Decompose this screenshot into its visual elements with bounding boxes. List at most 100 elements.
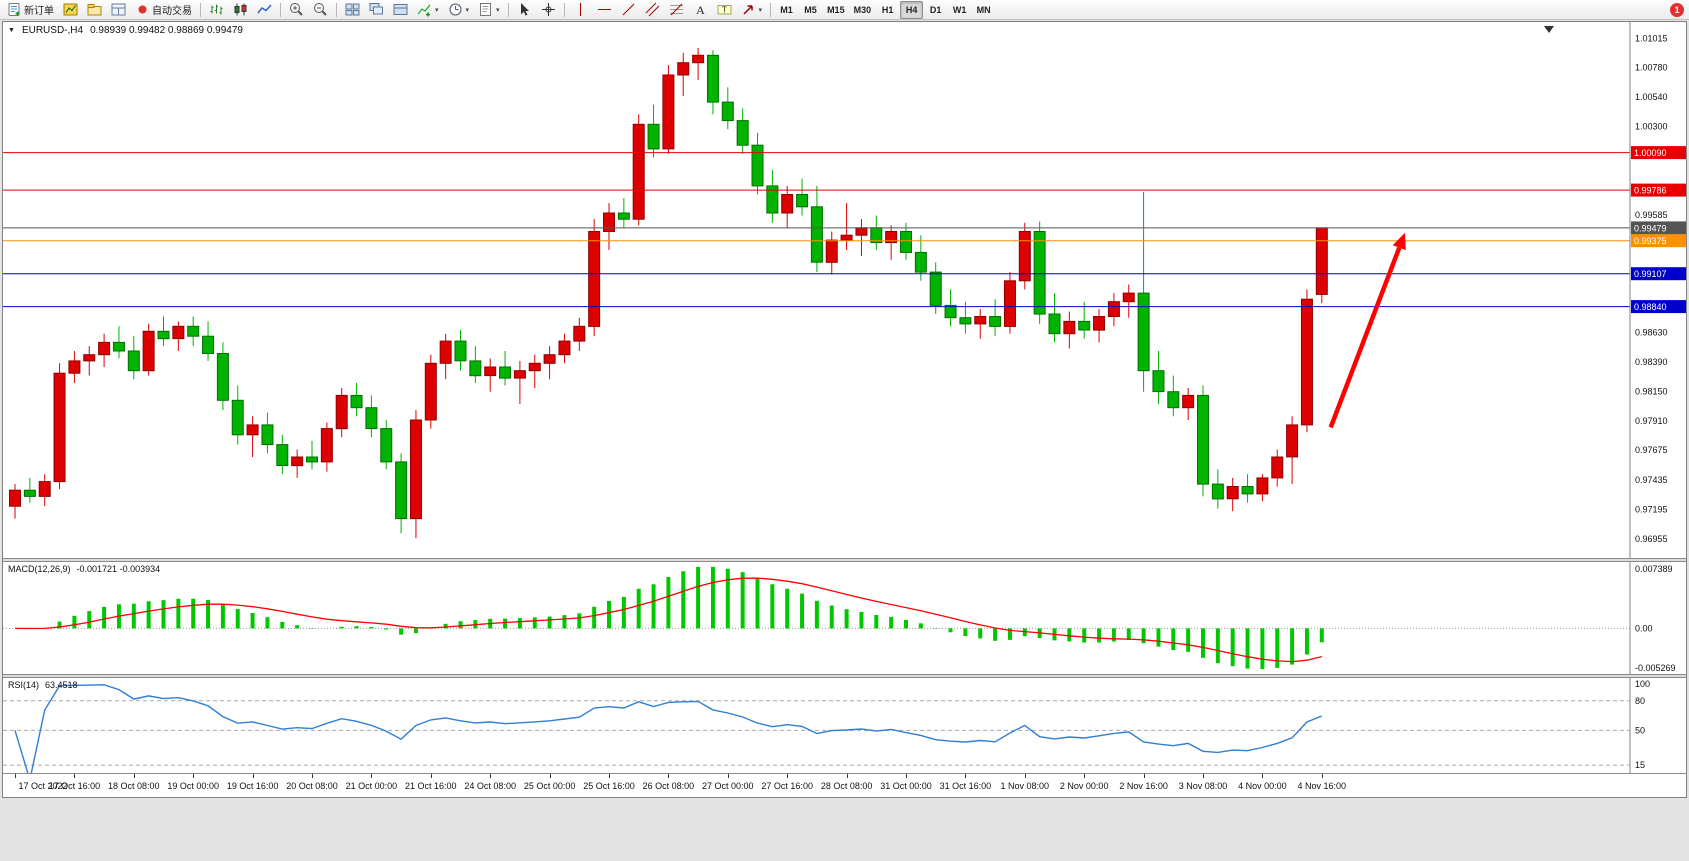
- candle: [23, 477, 36, 503]
- profiles-button[interactable]: [83, 1, 106, 19]
- horizontal-line-button[interactable]: [593, 1, 616, 19]
- arrange-windows-button[interactable]: [389, 1, 412, 19]
- new-chart-button[interactable]: [59, 1, 82, 19]
- time-axis-tick: [906, 774, 907, 778]
- trendline-button[interactable]: [617, 1, 640, 19]
- bar-chart-button[interactable]: [205, 1, 228, 19]
- price-axis-label: 0.96955: [1635, 534, 1668, 544]
- candle: [573, 317, 586, 351]
- rsi-chart-canvas[interactable]: 100 80 50 15: [3, 678, 1686, 773]
- arrows-button[interactable]: ▾: [737, 1, 767, 19]
- price-panel[interactable]: ▼ EURUSD-,H4 0.98939 0.99482 0.98869 0.9…: [3, 22, 1686, 558]
- trend-arrow[interactable]: [1328, 246, 1402, 429]
- cascade-windows-button[interactable]: [365, 1, 388, 19]
- arrange-icon: [393, 2, 408, 17]
- resistance-line-1-badge: 1.00090: [1631, 146, 1686, 160]
- line-chart-button[interactable]: [253, 1, 276, 19]
- time-axis-label: 19 Oct 00:00: [167, 781, 219, 791]
- timeframe-m30-button[interactable]: M30: [853, 4, 872, 15]
- periods-button[interactable]: ▾: [444, 1, 474, 19]
- candle: [677, 52, 690, 96]
- svg-text:1.00090: 1.00090: [1634, 148, 1667, 158]
- text-button[interactable]: A: [689, 1, 712, 19]
- trend-arrow-head[interactable]: [1392, 232, 1406, 251]
- line-icon: [257, 2, 272, 17]
- timeframe-d1-button[interactable]: D1: [929, 4, 942, 15]
- notification-badge[interactable]: 1: [1670, 2, 1684, 17]
- crosshair-button[interactable]: [537, 1, 560, 19]
- price-axis-label: 0.97675: [1635, 445, 1668, 455]
- cursor-icon: [517, 2, 532, 17]
- candle: [840, 203, 853, 250]
- chart-menu-icon[interactable]: ▼: [8, 27, 15, 34]
- new-order-button[interactable]: 新订单: [3, 1, 58, 19]
- time-axis[interactable]: 17 Oct 2022 17 Oct 16:00 18 Oct 08:00 19 Oc…: [3, 773, 1686, 797]
- auto-trading-button[interactable]: 自动交易: [131, 1, 196, 19]
- template-icon: [478, 2, 493, 17]
- candle: [98, 333, 111, 367]
- new-chart-icon: [63, 2, 78, 17]
- price-chart-canvas[interactable]: 1.01015 1.00780 1.00540 1.00300 0.99585 0.986…: [3, 22, 1686, 558]
- candle: [112, 326, 125, 359]
- time-axis-label: 4 Nov 00:00: [1238, 781, 1287, 791]
- support-line-1-badge: 0.99107: [1631, 267, 1686, 281]
- channel-button[interactable]: [641, 1, 664, 19]
- chart-shift-marker[interactable]: [1544, 26, 1554, 33]
- time-axis-label: 27 Oct 00:00: [702, 781, 754, 791]
- candle: [1241, 474, 1254, 503]
- price-axis-label: 0.98630: [1635, 328, 1668, 338]
- chart-background: [3, 22, 1686, 558]
- candle: [558, 333, 571, 364]
- time-axis-tick: [430, 774, 432, 778]
- price-axis-label: 1.00540: [1635, 92, 1668, 102]
- macd-indicator-label: MACD(12,26,9): [8, 564, 71, 574]
- text-label-button[interactable]: T: [713, 1, 736, 19]
- timeframe-w1-button[interactable]: W1: [952, 4, 967, 15]
- time-axis-tick: [609, 774, 610, 778]
- candlestick-chart-button[interactable]: [229, 1, 252, 19]
- terminal-button[interactable]: [107, 1, 130, 19]
- cursor-button[interactable]: [513, 1, 536, 19]
- candle: [335, 388, 348, 438]
- timeframe-m1-button[interactable]: M1: [780, 4, 793, 15]
- time-axis-label: 20 Oct 08:00: [286, 781, 338, 791]
- candle: [974, 309, 987, 339]
- new-order-icon: [7, 2, 22, 17]
- macd-panel[interactable]: MACD(12,26,9) -0.001721 -0.003934 0.0073…: [3, 562, 1686, 674]
- dropdown-caret-icon: ▾: [435, 6, 439, 14]
- timeframe-m5-button[interactable]: M5: [804, 4, 817, 15]
- vertical-line-button[interactable]: [569, 1, 592, 19]
- fibonacci-button[interactable]: [665, 1, 688, 19]
- candle: [1018, 222, 1031, 290]
- indicators-button[interactable]: ▾: [413, 1, 443, 19]
- rsi-scale-label: 80: [1635, 696, 1645, 706]
- rsi-panel[interactable]: RSI(14) 63.4518 100 80 50 15: [3, 678, 1686, 773]
- macd-scale-max: 0.007389: [1635, 564, 1673, 574]
- timeframe-h4-button[interactable]: H4: [900, 0, 924, 19]
- zoom-in-button[interactable]: [285, 1, 308, 19]
- time-axis-label: 18 Oct 08:00: [108, 781, 160, 791]
- candle: [603, 203, 615, 250]
- price-axis-label: 1.00300: [1635, 122, 1668, 132]
- toolbar-separator: [200, 2, 201, 17]
- templates-button[interactable]: ▾: [474, 1, 504, 19]
- svg-text:0.99375: 0.99375: [1634, 236, 1667, 246]
- crosshair-icon: [541, 2, 556, 17]
- dropdown-caret-icon: ▾: [758, 6, 763, 14]
- candle: [766, 169, 779, 223]
- time-axis-tick: [727, 774, 729, 778]
- timeframe-m15-button[interactable]: M15: [827, 4, 845, 15]
- candle: [454, 330, 467, 371]
- time-axis-tick: [965, 774, 967, 778]
- panel-separator[interactable]: [3, 558, 1686, 562]
- panel-separator[interactable]: [3, 674, 1686, 678]
- macd-chart-canvas[interactable]: 0.007389 0.00 -0.005269: [3, 562, 1686, 674]
- timeframe-h1-button[interactable]: H1: [881, 4, 894, 15]
- channel-icon: [645, 2, 660, 17]
- svg-text:0.99786: 0.99786: [1634, 186, 1667, 196]
- zoom-out-button[interactable]: [309, 1, 332, 19]
- price-axis-label: 0.98390: [1635, 357, 1668, 367]
- timeframe-mn-button[interactable]: MN: [976, 4, 991, 15]
- candle: [439, 333, 452, 380]
- tile-windows-button[interactable]: [341, 1, 364, 19]
